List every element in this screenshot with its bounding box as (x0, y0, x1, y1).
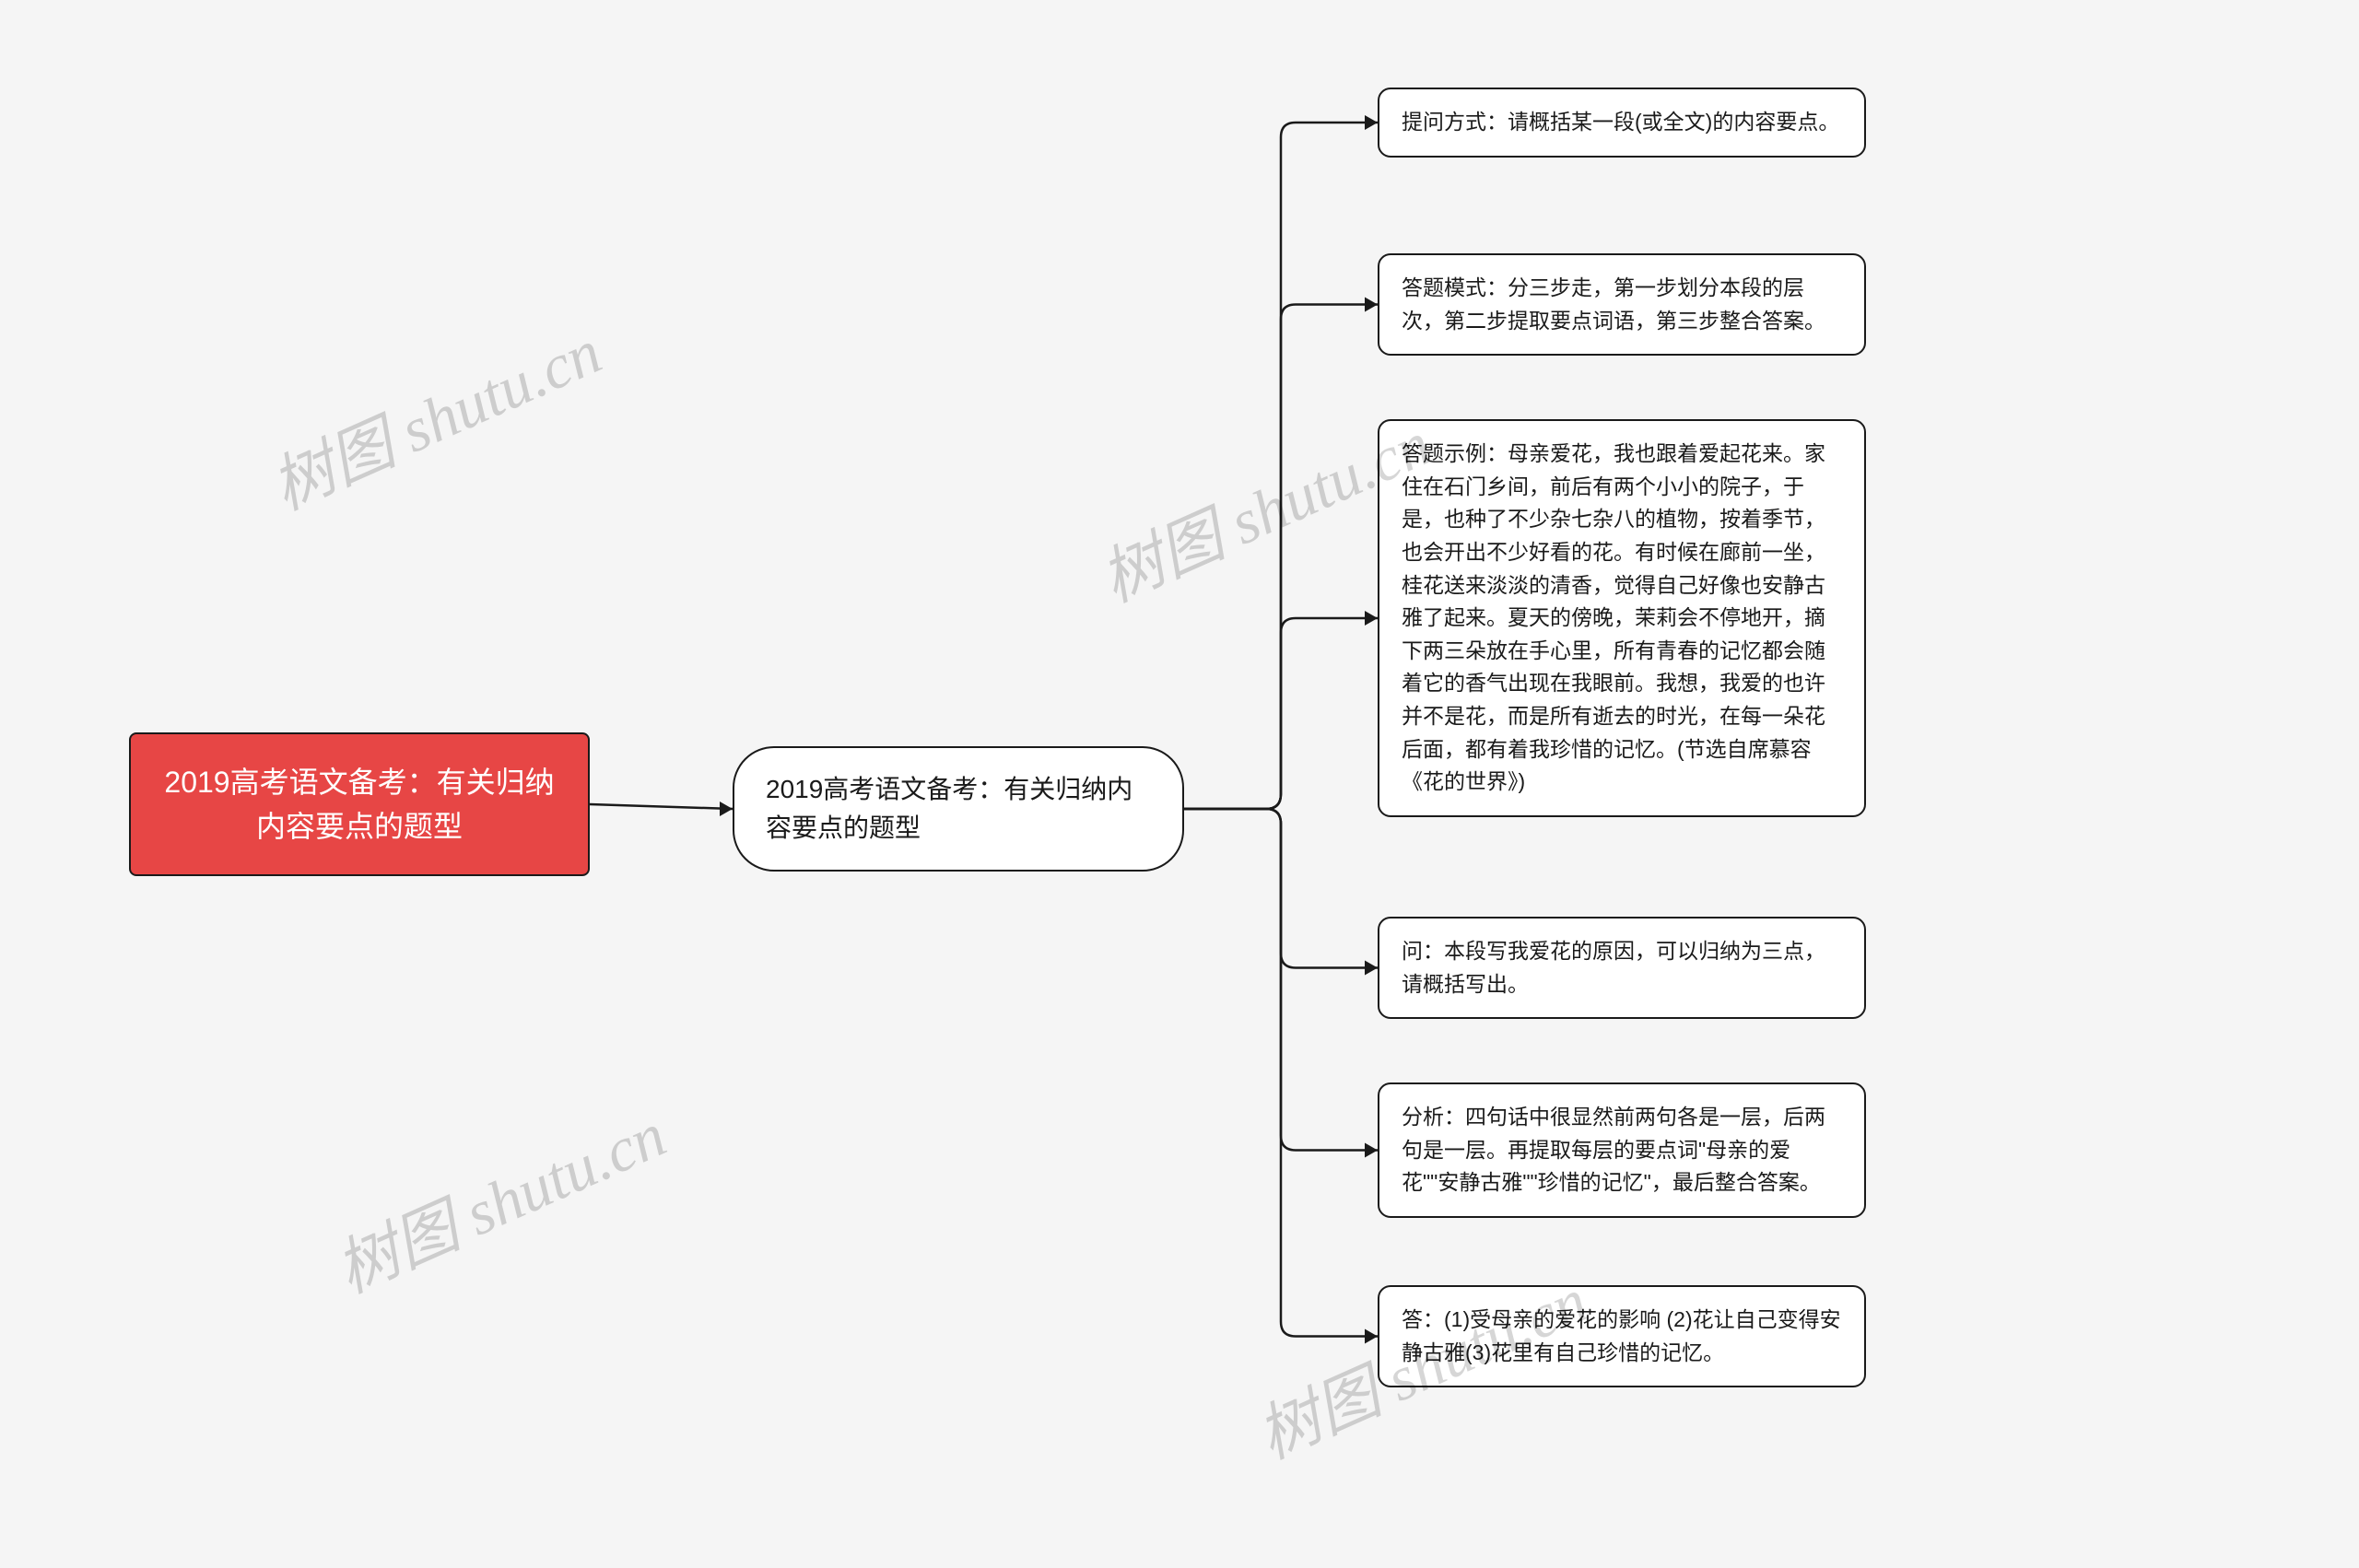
watermark-2: 树图 shutu.cn (319, 1084, 677, 1311)
watermark-0: 树图 shutu.cn (254, 301, 613, 528)
root-node: 2019高考语文备考：有关归纳内容要点的题型 (129, 732, 590, 876)
leaf-node-4: 分析：四句话中很显然前两句各是一层，后两句是一层。再提取每层的要点词"母亲的爱花… (1378, 1082, 1866, 1218)
diagram-canvas: 2019高考语文备考：有关归纳内容要点的题型 2019高考语文备考：有关归纳内容… (0, 0, 2359, 1568)
leaf-node-2: 答题示例：母亲爱花，我也跟着爱起花来。家住在石门乡间，前后有两个小小的院子，于是… (1378, 419, 1866, 817)
leaf-node-3: 问：本段写我爱花的原因，可以归纳为三点，请概括写出。 (1378, 917, 1866, 1019)
leaf-node-1: 答题模式：分三步走，第一步划分本段的层次，第二步提取要点词语，第三步整合答案。 (1378, 253, 1866, 356)
mid-node: 2019高考语文备考：有关归纳内容要点的题型 (733, 746, 1184, 872)
leaf-node-0: 提问方式：请概括某一段(或全文)的内容要点。 (1378, 88, 1866, 158)
leaf-node-5: 答：(1)受母亲的爱花的影响 (2)花让自己变得安静古雅(3)花里有自己珍惜的记… (1378, 1285, 1866, 1387)
